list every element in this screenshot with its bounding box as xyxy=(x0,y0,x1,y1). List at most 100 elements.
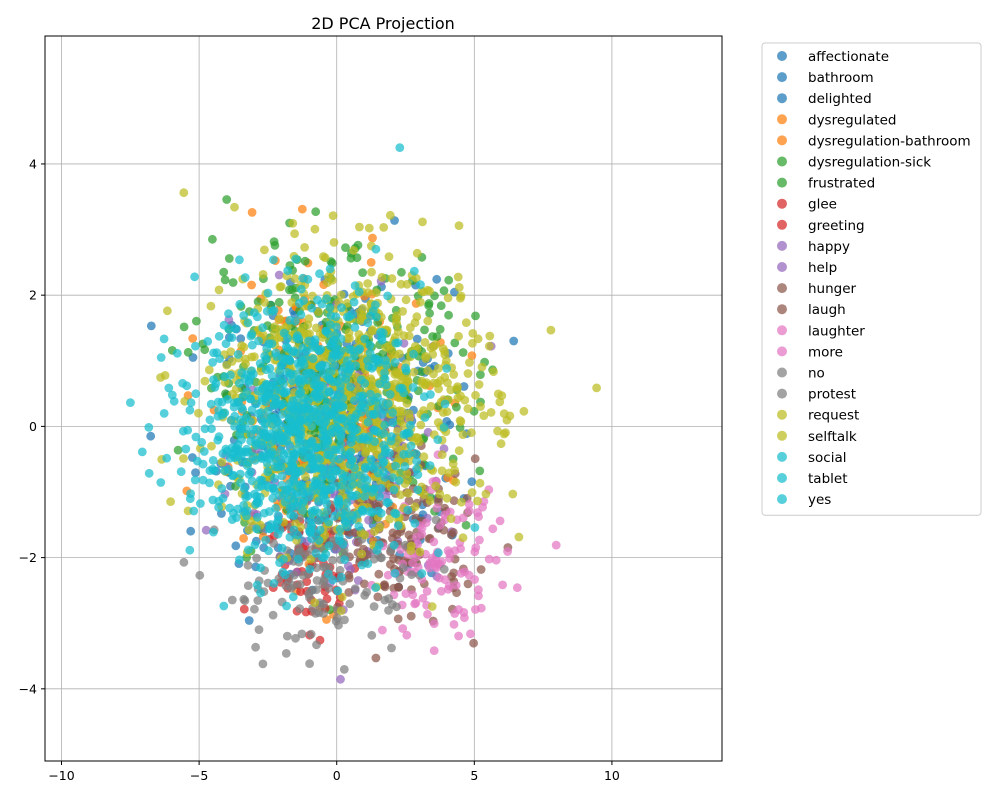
data-point xyxy=(393,338,403,348)
legend-label: help xyxy=(808,260,837,276)
data-point xyxy=(322,397,332,407)
data-point xyxy=(375,523,384,532)
data-point xyxy=(402,469,412,478)
data-point xyxy=(305,659,314,668)
legend-item: selftalk xyxy=(777,429,857,445)
data-point xyxy=(390,358,400,367)
data-point xyxy=(371,288,381,298)
data-point xyxy=(296,466,306,476)
x-axis-ticks: −10 −5 0 5 10 xyxy=(48,761,620,783)
data-point xyxy=(185,405,195,415)
data-point xyxy=(244,616,254,625)
data-point xyxy=(389,485,399,495)
data-point xyxy=(362,483,372,493)
data-point xyxy=(336,381,345,391)
data-point xyxy=(192,316,201,326)
legend-marker xyxy=(777,451,787,462)
data-point xyxy=(375,499,384,508)
data-point xyxy=(406,611,416,621)
data-point xyxy=(439,286,449,296)
data-point xyxy=(258,270,268,279)
data-point xyxy=(332,322,341,332)
data-point xyxy=(275,314,284,324)
legend-item: no xyxy=(777,366,825,382)
data-point xyxy=(289,581,299,590)
data-point xyxy=(313,307,323,316)
legend-marker xyxy=(777,177,787,188)
data-point xyxy=(428,350,438,359)
data-point xyxy=(406,541,416,551)
data-point xyxy=(324,517,334,527)
data-point xyxy=(388,534,397,543)
legend-label: more xyxy=(808,344,843,360)
data-point xyxy=(312,442,322,452)
data-point xyxy=(385,390,395,399)
data-point xyxy=(420,338,430,347)
data-point xyxy=(509,336,519,346)
legend-label: affectionate xyxy=(808,49,889,65)
data-point xyxy=(241,354,251,364)
data-point xyxy=(179,322,189,332)
legend-marker xyxy=(777,473,787,483)
data-point xyxy=(206,399,216,409)
data-point xyxy=(454,446,464,456)
data-point xyxy=(209,527,218,537)
data-point xyxy=(485,331,495,341)
data-point xyxy=(348,433,358,443)
data-point xyxy=(342,356,352,366)
data-point xyxy=(197,437,207,447)
data-point xyxy=(217,457,227,467)
legend-marker xyxy=(777,198,787,209)
data-point xyxy=(421,518,431,528)
data-point xyxy=(214,285,224,295)
legend-marker xyxy=(777,51,787,61)
data-point xyxy=(493,426,502,436)
data-point xyxy=(255,475,265,485)
data-point xyxy=(350,584,360,593)
legend: affectionate bathroom delighted dysregulate… xyxy=(761,42,982,516)
data-point xyxy=(311,392,321,402)
data-point xyxy=(336,606,346,616)
data-point xyxy=(336,674,345,684)
data-point xyxy=(354,522,364,531)
legend-marker xyxy=(777,93,787,104)
data-point xyxy=(392,319,401,328)
data-point xyxy=(315,269,324,279)
data-point xyxy=(337,303,346,312)
data-point xyxy=(227,595,237,605)
y-tick-label: −2 xyxy=(19,550,37,565)
data-point xyxy=(379,440,389,450)
data-point xyxy=(418,217,427,227)
data-point xyxy=(474,585,483,595)
data-point xyxy=(191,389,201,399)
data-point xyxy=(247,476,257,486)
data-point xyxy=(333,586,343,596)
data-point xyxy=(385,514,395,524)
data-point xyxy=(263,406,273,416)
data-point xyxy=(407,570,416,579)
data-point xyxy=(416,280,425,290)
data-point xyxy=(289,570,299,580)
data-point xyxy=(388,408,397,417)
data-point xyxy=(328,472,337,481)
data-point xyxy=(312,576,322,585)
data-point xyxy=(468,329,478,338)
data-point xyxy=(413,485,423,495)
data-point xyxy=(236,334,246,343)
data-point xyxy=(303,368,313,378)
data-point xyxy=(491,555,501,565)
data-point xyxy=(412,248,422,258)
data-point xyxy=(467,477,477,487)
data-point xyxy=(440,399,450,409)
legend-label: selftalk xyxy=(808,429,857,445)
data-point xyxy=(247,280,256,290)
legend-marker xyxy=(777,367,787,378)
data-point xyxy=(371,244,381,254)
y-axis-ticks: −4 −2 0 2 4 xyxy=(19,156,45,696)
data-point xyxy=(403,377,413,387)
data-point xyxy=(406,420,415,430)
data-point xyxy=(456,391,465,401)
data-point xyxy=(486,408,496,417)
data-point xyxy=(406,441,416,451)
data-point xyxy=(420,325,429,335)
